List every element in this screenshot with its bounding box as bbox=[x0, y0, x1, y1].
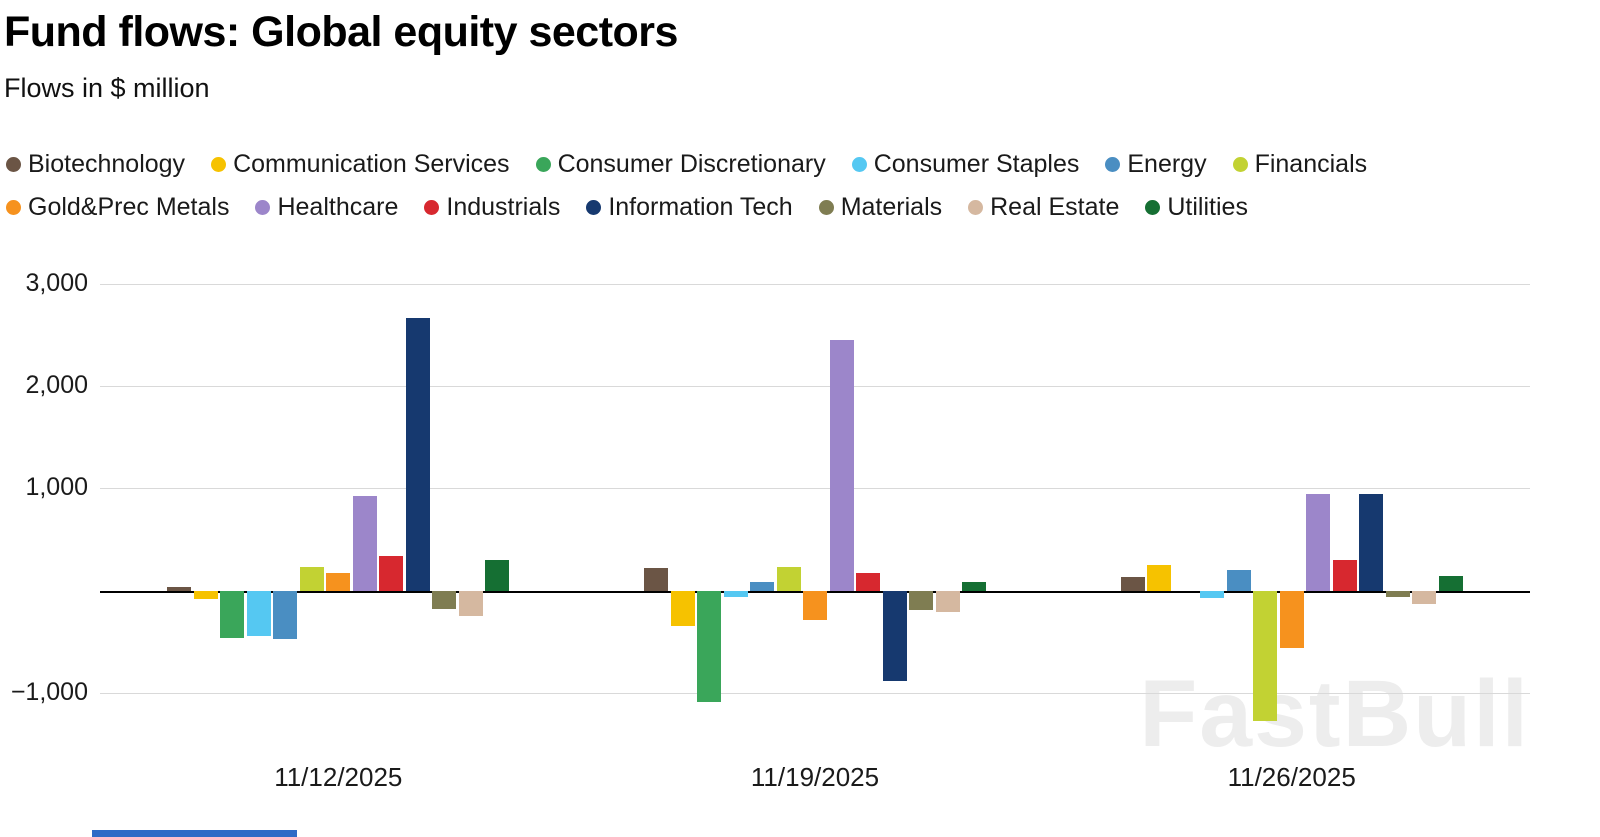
bar-communication-services-11-12-2025[interactable] bbox=[193, 590, 218, 599]
legend-label: Healthcare bbox=[277, 193, 399, 221]
legend-swatch-icon bbox=[1105, 157, 1121, 172]
chart: 3,000 2,000 1,000 −1,000 11/12/2025 11/19/202… bbox=[0, 269, 1600, 814]
y-tick-label: 2,000 bbox=[25, 371, 88, 400]
bar-real-estate-11-26-2025[interactable] bbox=[1412, 590, 1437, 604]
legend-label: Materials bbox=[840, 193, 943, 221]
legend-swatch-icon bbox=[1145, 200, 1161, 215]
bar-information-tech-11-19-2025[interactable] bbox=[882, 590, 907, 681]
bar-energy-11-26-2025[interactable] bbox=[1226, 570, 1251, 591]
legend-label: Utilities bbox=[1167, 193, 1248, 221]
bar-gold-prec-metals-11-19-2025[interactable] bbox=[803, 590, 827, 621]
legend-swatch-icon bbox=[255, 200, 271, 215]
legend-item-financials[interactable]: Financials bbox=[1232, 150, 1368, 179]
legend-swatch-icon bbox=[424, 200, 440, 215]
legend-item-materials[interactable]: Materials bbox=[818, 193, 943, 222]
legend-label: Industrials bbox=[446, 193, 561, 221]
bar-materials-11-26-2025[interactable] bbox=[1385, 590, 1410, 597]
bar-consumer-staples-11-12-2025[interactable] bbox=[246, 590, 271, 636]
bar-healthcare-11-26-2025[interactable] bbox=[1306, 493, 1331, 591]
legend-item-utilities[interactable]: Utilities bbox=[1145, 193, 1248, 222]
legend-label: Consumer Staples bbox=[873, 150, 1080, 178]
legend: Biotechnology Communication Services Consu… bbox=[6, 150, 1466, 222]
legend-label: Real Estate bbox=[990, 193, 1120, 221]
bar-industrials-11-12-2025[interactable] bbox=[379, 555, 404, 591]
watermark: FastBull bbox=[1139, 661, 1530, 767]
legend-label: Energy bbox=[1127, 150, 1207, 178]
gridline bbox=[100, 284, 1530, 285]
x-tick-label: 11/19/2025 bbox=[750, 762, 880, 792]
bar-financials-11-19-2025[interactable] bbox=[776, 567, 801, 591]
bar-information-tech-11-12-2025[interactable] bbox=[405, 317, 430, 591]
legend-item-real-estate[interactable]: Real Estate bbox=[968, 193, 1119, 222]
legend-label: Biotechnology bbox=[28, 150, 186, 178]
legend-swatch-icon bbox=[211, 157, 227, 172]
bar-communication-services-11-19-2025[interactable] bbox=[670, 590, 695, 627]
chart-title: Fund flows: Global equity sectors bbox=[4, 8, 678, 56]
bar-energy-11-12-2025[interactable] bbox=[273, 590, 298, 639]
bar-financials-11-26-2025[interactable] bbox=[1253, 590, 1278, 722]
bar-consumer-staples-11-19-2025[interactable] bbox=[723, 590, 748, 597]
legend-item-industrials[interactable]: Industrials bbox=[424, 193, 560, 222]
gridline bbox=[100, 488, 1530, 490]
bottom-accent-bar bbox=[92, 830, 297, 837]
legend-item-information-tech[interactable]: Information Tech bbox=[586, 193, 793, 222]
legend-label: Financials bbox=[1254, 150, 1368, 178]
y-tick-label: 3,000 bbox=[25, 269, 88, 297]
plot-area bbox=[100, 284, 1530, 744]
legend-swatch-icon bbox=[818, 200, 834, 215]
bar-healthcare-11-19-2025[interactable] bbox=[829, 340, 854, 591]
chart-subtitle: Flows in $ million bbox=[4, 73, 210, 103]
bar-communication-services-11-26-2025[interactable] bbox=[1147, 565, 1172, 591]
legend-label: Consumer Discretionary bbox=[557, 150, 826, 178]
legend-item-biotechnology[interactable]: Biotechnology bbox=[6, 150, 185, 179]
gridline bbox=[100, 386, 1530, 388]
bar-materials-11-12-2025[interactable] bbox=[432, 590, 457, 610]
legend-item-consumer-discretionary[interactable]: Consumer Discretionary bbox=[535, 150, 826, 179]
legend-swatch-icon bbox=[6, 157, 21, 172]
bar-healthcare-11-12-2025[interactable] bbox=[352, 495, 377, 591]
x-tick-label: 11/26/2025 bbox=[1227, 762, 1356, 792]
legend-item-healthcare[interactable]: Healthcare bbox=[255, 193, 398, 222]
bar-biotechnology-11-19-2025[interactable] bbox=[644, 568, 668, 591]
bar-gold-prec-metals-11-26-2025[interactable] bbox=[1279, 590, 1304, 648]
bar-materials-11-19-2025[interactable] bbox=[909, 590, 933, 611]
bar-gold-prec-metals-11-12-2025[interactable] bbox=[326, 573, 351, 591]
bar-utilities-11-26-2025[interactable] bbox=[1438, 576, 1463, 591]
legend-swatch-icon bbox=[586, 200, 602, 215]
legend-label: Gold&Prec Metals bbox=[28, 193, 230, 221]
bar-utilities-11-19-2025[interactable] bbox=[962, 581, 986, 591]
legend-item-communication-services[interactable]: Communication Services bbox=[211, 150, 510, 179]
bar-consumer-discretionary-11-19-2025[interactable] bbox=[697, 590, 721, 703]
bar-financials-11-12-2025[interactable] bbox=[299, 567, 324, 591]
bar-information-tech-11-26-2025[interactable] bbox=[1359, 493, 1384, 591]
legend-swatch-icon bbox=[851, 157, 867, 172]
y-tick-label: 1,000 bbox=[25, 473, 88, 502]
legend-swatch-icon bbox=[535, 157, 551, 172]
bar-energy-11-19-2025[interactable] bbox=[750, 581, 774, 591]
legend-label: Communication Services bbox=[233, 150, 510, 178]
bar-consumer-discretionary-11-12-2025[interactable] bbox=[220, 590, 245, 638]
bar-biotechnology-11-26-2025[interactable] bbox=[1120, 577, 1145, 591]
legend-swatch-icon bbox=[1232, 157, 1248, 172]
bar-biotechnology-11-12-2025[interactable] bbox=[167, 586, 192, 591]
bar-real-estate-11-19-2025[interactable] bbox=[935, 590, 960, 613]
gridline bbox=[100, 692, 1530, 694]
legend-swatch-icon bbox=[968, 200, 984, 215]
bar-utilities-11-12-2025[interactable] bbox=[485, 560, 510, 591]
bar-industrials-11-19-2025[interactable] bbox=[856, 573, 880, 591]
legend-label: Information Tech bbox=[608, 193, 793, 221]
x-tick-label: 11/12/2025 bbox=[274, 762, 403, 792]
bar-industrials-11-26-2025[interactable] bbox=[1332, 560, 1357, 591]
bar-consumer-staples-11-26-2025[interactable] bbox=[1200, 590, 1225, 598]
bar-real-estate-11-12-2025[interactable] bbox=[458, 590, 483, 617]
legend-swatch-icon bbox=[6, 200, 21, 215]
legend-item-consumer-staples[interactable]: Consumer Staples bbox=[851, 150, 1080, 179]
legend-item-energy[interactable]: Energy bbox=[1105, 150, 1207, 179]
y-tick-label: −1,000 bbox=[10, 677, 88, 706]
legend-item-gold-prec-metals[interactable]: Gold&Prec Metals bbox=[6, 193, 229, 222]
